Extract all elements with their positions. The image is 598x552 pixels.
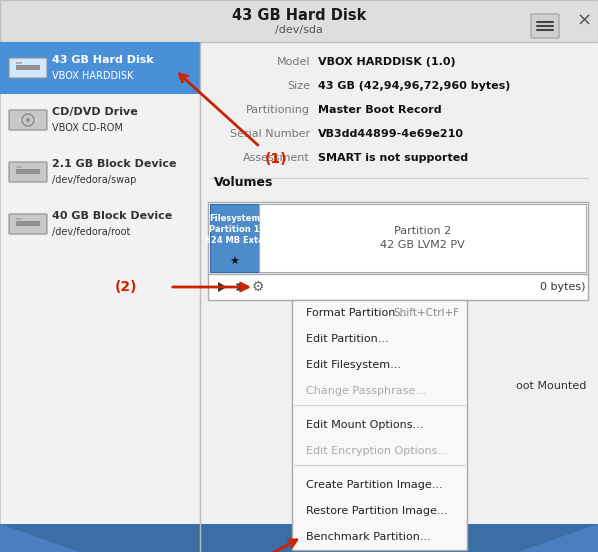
Text: Size: Size [287, 81, 310, 91]
Text: CD/DVD Drive: CD/DVD Drive [52, 107, 138, 117]
Text: VB3dd44899-4e69e210: VB3dd44899-4e69e210 [318, 129, 464, 139]
FancyBboxPatch shape [16, 166, 22, 168]
Text: Change Passphrase...: Change Passphrase... [306, 386, 426, 396]
FancyBboxPatch shape [9, 214, 47, 234]
FancyBboxPatch shape [16, 65, 40, 70]
Text: oot Mounted: oot Mounted [515, 381, 586, 391]
FancyBboxPatch shape [16, 218, 22, 220]
FancyBboxPatch shape [208, 274, 588, 300]
Text: Shift+Ctrl+F: Shift+Ctrl+F [393, 308, 459, 318]
Text: /dev/sda: /dev/sda [275, 25, 323, 35]
FancyBboxPatch shape [0, 524, 598, 552]
Text: Partition 2
42 GB LVM2 PV: Partition 2 42 GB LVM2 PV [380, 226, 465, 250]
FancyBboxPatch shape [210, 204, 259, 272]
Text: 0 bytes): 0 bytes) [541, 282, 586, 292]
Text: VBOX HARDDISK: VBOX HARDDISK [52, 71, 133, 81]
Polygon shape [518, 524, 598, 552]
Text: Model: Model [276, 57, 310, 67]
Text: (1): (1) [265, 152, 288, 166]
Text: Format Partition...: Format Partition... [306, 308, 406, 318]
FancyBboxPatch shape [0, 42, 200, 552]
Polygon shape [218, 282, 227, 292]
Text: Serial Number: Serial Number [230, 129, 310, 139]
FancyBboxPatch shape [16, 169, 40, 174]
Text: Volumes: Volumes [214, 176, 273, 188]
FancyBboxPatch shape [0, 0, 598, 42]
Text: VBOX HARDDISK (1.0): VBOX HARDDISK (1.0) [318, 57, 456, 67]
Text: Partitioning: Partitioning [246, 105, 310, 115]
Text: Restore Partition Image...: Restore Partition Image... [306, 506, 448, 516]
Text: Master Boot Record: Master Boot Record [318, 105, 442, 115]
FancyBboxPatch shape [259, 204, 586, 272]
FancyBboxPatch shape [9, 110, 47, 130]
Polygon shape [0, 524, 80, 552]
Text: Assessment: Assessment [243, 153, 310, 163]
FancyBboxPatch shape [9, 162, 47, 182]
Text: /dev/fedora/swap: /dev/fedora/swap [52, 175, 136, 185]
FancyBboxPatch shape [0, 42, 200, 94]
Text: /dev/fedora/root: /dev/fedora/root [52, 227, 130, 237]
Text: Edit Mount Options...: Edit Mount Options... [306, 420, 423, 430]
Text: Edit Filesystem...: Edit Filesystem... [306, 360, 401, 370]
FancyBboxPatch shape [292, 300, 467, 550]
Text: VBOX CD-ROM: VBOX CD-ROM [52, 123, 123, 133]
Text: 43 GB Hard Disk: 43 GB Hard Disk [52, 55, 154, 65]
Text: SMART is not supported: SMART is not supported [318, 153, 468, 163]
Text: Edit Partition...: Edit Partition... [306, 334, 389, 344]
Text: ⚙: ⚙ [252, 280, 264, 294]
FancyBboxPatch shape [531, 14, 559, 38]
FancyBboxPatch shape [16, 221, 40, 226]
FancyBboxPatch shape [200, 42, 598, 552]
Text: 2.1 GB Block Device: 2.1 GB Block Device [52, 159, 176, 169]
FancyBboxPatch shape [16, 62, 22, 64]
Text: (2): (2) [115, 280, 138, 294]
Text: ×: × [576, 12, 591, 30]
Text: ★: ★ [230, 257, 240, 267]
Circle shape [26, 118, 30, 122]
FancyBboxPatch shape [208, 202, 588, 274]
Text: Filesystem
Partition 1
524 MB Ext4: Filesystem Partition 1 524 MB Ext4 [205, 214, 264, 246]
Text: Create Partition Image...: Create Partition Image... [306, 480, 443, 490]
Text: 43 GB (42,94,96,72,960 bytes): 43 GB (42,94,96,72,960 bytes) [318, 81, 510, 91]
Text: 40 GB Block Device: 40 GB Block Device [52, 211, 172, 221]
Text: Edit Encryption Options...: Edit Encryption Options... [306, 446, 448, 456]
Text: 43 GB Hard Disk: 43 GB Hard Disk [232, 8, 366, 23]
FancyBboxPatch shape [9, 58, 47, 78]
Text: Benchmark Partition...: Benchmark Partition... [306, 532, 431, 542]
